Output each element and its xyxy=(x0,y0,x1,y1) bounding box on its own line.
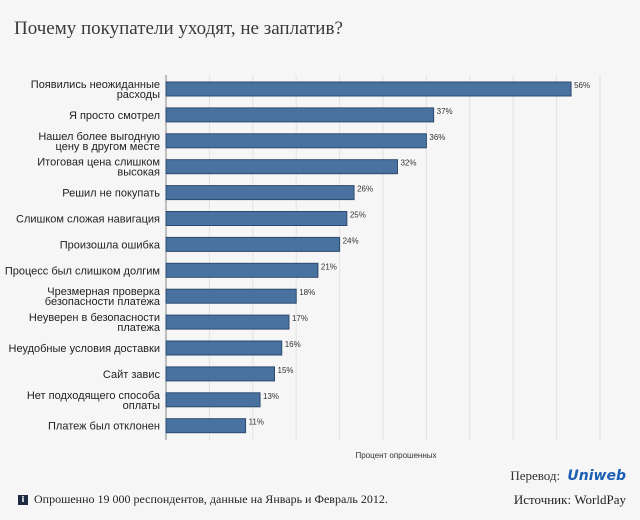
value-label: 16% xyxy=(285,340,301,349)
value-label: 32% xyxy=(400,159,416,168)
value-label: 36% xyxy=(429,133,445,142)
bar xyxy=(165,418,247,434)
category-label: Неудобные условия доставки xyxy=(9,343,160,355)
category-label-line: Итоговая цена слишком xyxy=(37,157,160,169)
bar xyxy=(165,392,261,408)
category-label: Нашел более выгодную цену в другом месте xyxy=(38,131,160,153)
category-label: Слишком сложая навигация xyxy=(16,214,160,226)
bar xyxy=(165,159,398,175)
category-label-line: Чрезмерная проверка xyxy=(47,286,161,298)
bars xyxy=(165,81,572,434)
category-label: Процесс был слишком долгим xyxy=(5,265,160,277)
source-credit: Источник: WorldPay xyxy=(513,492,626,507)
value-label: 37% xyxy=(437,107,453,116)
bar xyxy=(165,107,435,123)
category-label: Неуверен в безопасности платежа xyxy=(29,312,161,334)
category-label-line: Неуверен в безопасности xyxy=(29,312,160,324)
category-label: Нет подходящего способа оплаты xyxy=(27,390,161,412)
value-label: 21% xyxy=(321,262,337,271)
value-label: 17% xyxy=(292,314,308,323)
bar xyxy=(165,81,572,97)
bar xyxy=(165,340,283,356)
category-label-line: Слишком сложая навигация xyxy=(16,214,160,226)
value-label: 13% xyxy=(263,392,279,401)
category-label: Платеж был отклонен xyxy=(48,421,160,433)
category-label-line: Неудобные условия доставки xyxy=(9,343,160,355)
category-label: Чрезмерная проверка безопасности платежа xyxy=(45,286,161,308)
category-label-line: безопасности платежа xyxy=(45,296,161,308)
bar-chart: Появились неожиданные расходы Я просто смо… xyxy=(5,75,601,460)
info-icon: i xyxy=(18,494,28,505)
footnote: i Опрошенно 19 000 респондентов, данные … xyxy=(18,492,388,507)
category-label: Я просто смотрел xyxy=(69,110,160,122)
bar xyxy=(165,211,348,226)
bar xyxy=(165,185,355,201)
chart-title: Почему покупатели уходят, не заплатив? xyxy=(14,18,343,39)
category-label-line: Нашел более выгодную xyxy=(38,131,160,143)
category-label-line: Появились неожиданные xyxy=(31,79,160,91)
bar xyxy=(165,133,427,149)
footnote-text: Опрошенно 19 000 респондентов, данные на… xyxy=(34,492,388,506)
category-label-line: Платеж был отклонен xyxy=(48,421,160,433)
category-label: Сайт завис xyxy=(103,369,161,381)
category-label-line: расходы xyxy=(117,89,160,101)
category-label: Решил не покупать xyxy=(62,188,160,200)
bar xyxy=(165,288,297,304)
category-label-line: Произошла ошибка xyxy=(60,239,161,251)
value-labels: 56% 37% 36% 32% 26% 25% 24% 21% 18% 17% 16% 15% 13% 1… xyxy=(249,81,591,427)
category-label-line: высокая xyxy=(117,167,160,179)
value-label: 26% xyxy=(357,185,373,194)
category-label: Появились неожиданные расходы xyxy=(31,79,160,101)
value-label: 18% xyxy=(299,288,315,297)
value-label: 24% xyxy=(343,236,359,245)
bar xyxy=(165,366,275,382)
category-label-line: платежа xyxy=(117,322,161,334)
uniweb-logo: Uniweb xyxy=(567,468,626,484)
category-label: Итоговая цена слишком высокая xyxy=(37,157,160,179)
category-label-line: Я просто смотрел xyxy=(69,110,160,122)
category-label-line: Процесс был слишком долгим xyxy=(5,265,160,277)
bar xyxy=(165,262,319,278)
x-axis-label: Процент опрошенных xyxy=(355,451,436,460)
value-label: 15% xyxy=(278,366,294,375)
category-label-line: оплаты xyxy=(123,400,160,412)
value-label: 25% xyxy=(350,211,366,220)
grid-lines xyxy=(165,75,601,440)
category-label-line: Решил не покупать xyxy=(62,188,160,200)
category-labels: Появились неожиданные расходы Я просто смо… xyxy=(5,79,161,433)
translation-label: Перевод: xyxy=(510,468,561,483)
value-label: 11% xyxy=(249,418,264,427)
category-label-line: цену в другом месте xyxy=(56,141,160,153)
category-label-line: Нет подходящего способа xyxy=(27,390,161,402)
bar xyxy=(165,314,290,330)
category-label-line: Сайт завис xyxy=(103,369,161,381)
value-label: 56% xyxy=(574,81,590,90)
bar xyxy=(165,236,341,252)
translation-credit: Перевод: Uniweb xyxy=(510,468,626,484)
category-label: Произошла ошибка xyxy=(60,239,161,251)
